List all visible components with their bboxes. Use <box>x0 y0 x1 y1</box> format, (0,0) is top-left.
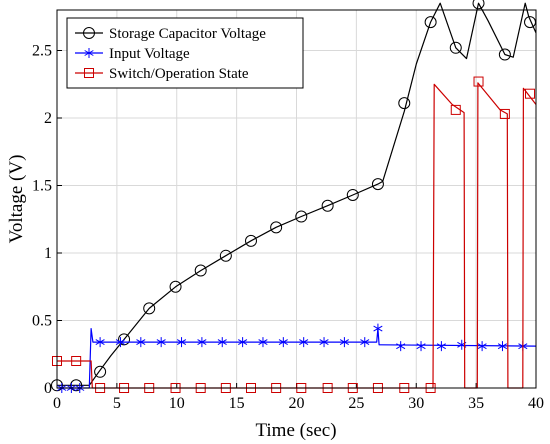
legend-marker <box>84 68 94 78</box>
x-tick-label: 0 <box>53 395 61 412</box>
series-line <box>57 328 537 389</box>
data-point <box>450 104 461 115</box>
data-point <box>270 221 283 234</box>
data-point <box>396 341 406 352</box>
y-tick-label: 0 <box>44 380 52 397</box>
data-point <box>416 341 426 352</box>
data-point <box>321 199 334 212</box>
data-point <box>373 323 383 334</box>
data-point <box>497 341 508 352</box>
data-point <box>319 337 329 348</box>
data-point <box>498 48 511 61</box>
data-point <box>95 337 105 348</box>
data-point <box>339 337 349 348</box>
data-point <box>238 337 248 348</box>
axis-tick-labels: 0 5 10 15 20 25 30 35 40 0 0.5 1 1.5 2 2.5 <box>32 43 544 413</box>
y-tick-label: 1 <box>44 245 52 262</box>
data-point <box>194 264 207 277</box>
data-point <box>472 0 485 10</box>
data-point <box>169 280 182 293</box>
legend-box <box>66 17 304 89</box>
data-point <box>499 108 510 119</box>
legend-label: Switch/Operation State <box>109 66 249 82</box>
x-tick-label: 30 <box>408 395 424 412</box>
data-point <box>136 337 146 348</box>
data-point <box>118 333 131 346</box>
plot-frame <box>56 9 537 389</box>
series-line <box>57 2 537 386</box>
data-point <box>424 16 437 29</box>
data-point <box>295 210 308 223</box>
data-point <box>398 97 411 110</box>
y-tick-label: 2 <box>44 110 52 127</box>
legend: Storage Capacitor Voltage Input Voltage Sw… <box>66 17 304 89</box>
data-point <box>244 234 257 247</box>
y-axis-label: Voltage (V) <box>6 155 27 244</box>
data-point <box>436 341 446 352</box>
data-point <box>70 379 83 392</box>
y-tick-label: 1.5 <box>32 178 52 195</box>
legend-item: Switch/Operation State <box>75 66 249 82</box>
legend-item: Input Voltage <box>75 46 190 62</box>
legend-label: Input Voltage <box>109 46 190 62</box>
data-point <box>94 365 107 378</box>
data-point <box>115 337 126 348</box>
y-tick-label: 2.5 <box>32 43 52 60</box>
data-point <box>143 302 156 315</box>
data-point <box>346 188 359 201</box>
data-point <box>299 337 309 348</box>
legend-marker <box>83 27 95 39</box>
x-tick-label: 20 <box>289 395 305 412</box>
data-point <box>176 337 187 348</box>
x-tick-label: 5 <box>113 395 121 412</box>
data-point <box>473 76 484 87</box>
y-tick-label: 0.5 <box>32 313 52 330</box>
data-point <box>477 341 487 352</box>
data-point <box>525 88 536 99</box>
data-point <box>258 337 268 348</box>
data-point <box>278 337 288 348</box>
data-point <box>360 337 370 348</box>
data-point <box>371 178 384 191</box>
data-point <box>219 249 232 262</box>
data-point <box>156 337 166 348</box>
x-tick-label: 35 <box>468 395 484 412</box>
x-tick-label: 40 <box>528 395 544 412</box>
data-point <box>71 356 82 366</box>
data-point <box>217 337 227 348</box>
legend-label: Storage Capacitor Voltage <box>109 26 266 42</box>
x-axis-label: Time (sec) <box>255 420 336 441</box>
data-point <box>449 41 462 54</box>
data-point <box>197 337 207 348</box>
x-tick-label: 25 <box>348 395 364 412</box>
legend-marker <box>84 48 94 58</box>
x-tick-label: 10 <box>169 395 185 412</box>
legend-item: Storage Capacitor Voltage <box>75 26 266 42</box>
x-tick-label: 15 <box>229 395 245 412</box>
